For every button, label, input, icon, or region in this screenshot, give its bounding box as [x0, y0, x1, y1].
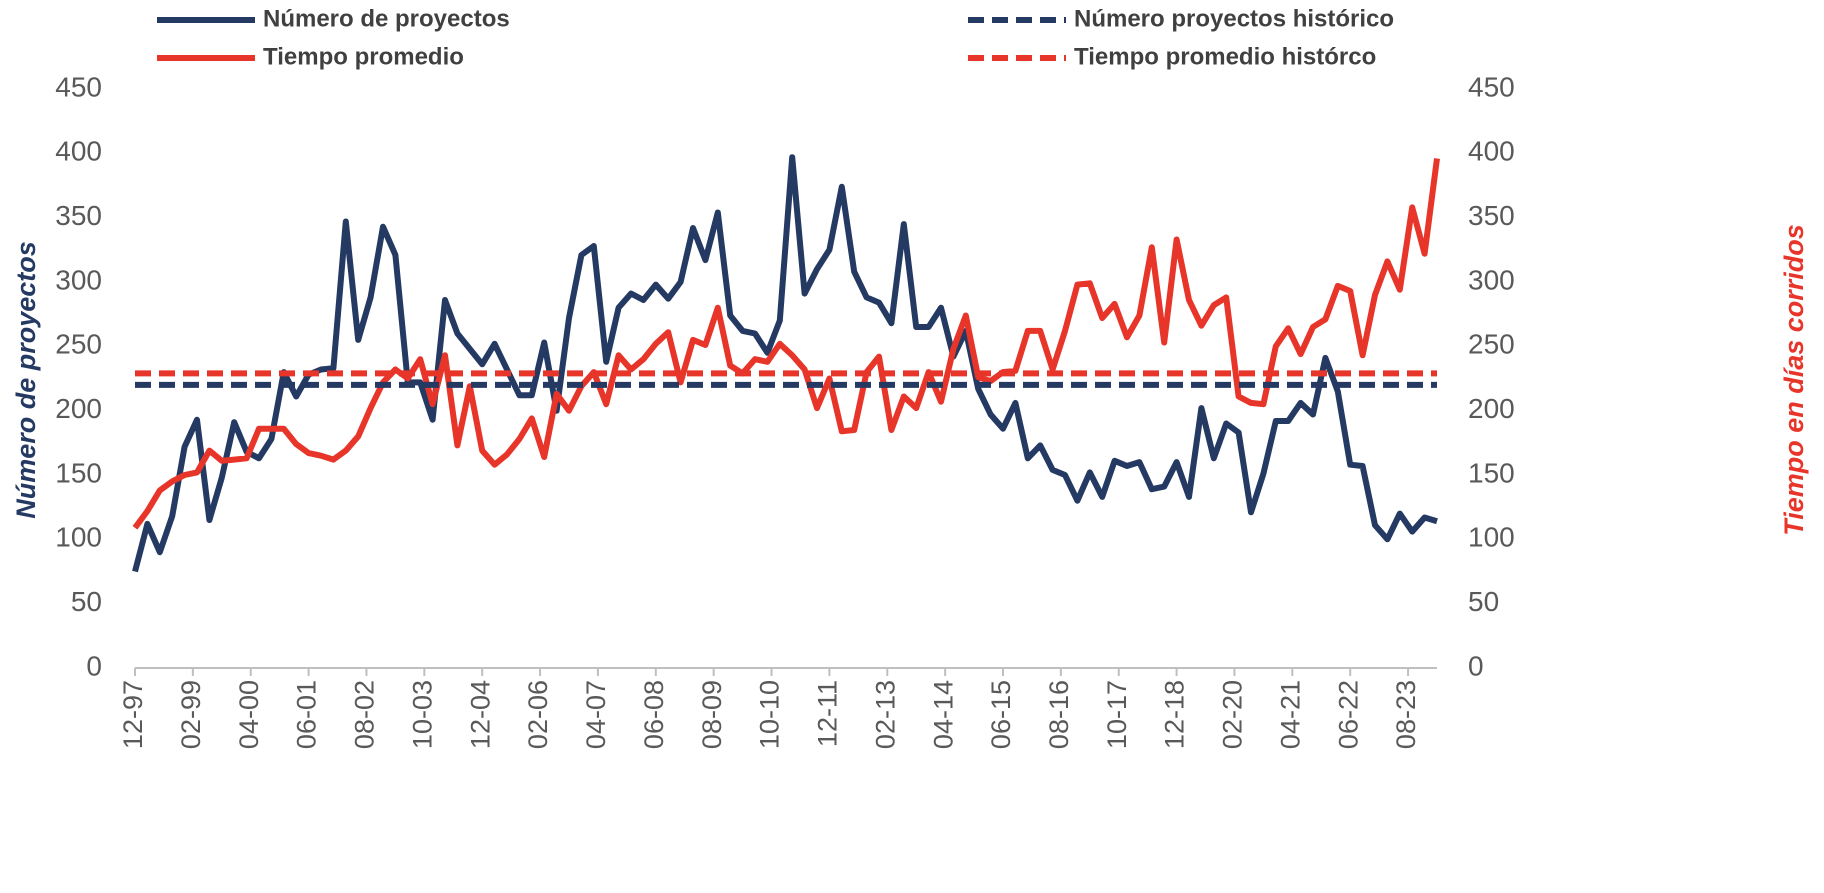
- x-tick-label: 12-11: [813, 680, 843, 747]
- y-tick-label: 100: [55, 522, 102, 553]
- y-tick-label: 0: [86, 650, 102, 681]
- legend-label: Número proyectos histórico: [1074, 5, 1394, 32]
- x-tick-label: 04-14: [928, 680, 958, 749]
- y-tick-label: 400: [55, 136, 102, 167]
- legend-label: Tiempo promedio: [263, 43, 464, 70]
- x-tick-label: 12-04: [465, 680, 495, 749]
- x-tick-label: 06-22: [1333, 680, 1363, 749]
- y2-tick-label: 200: [1468, 393, 1515, 424]
- x-tick-label: 04-07: [581, 680, 611, 749]
- y2-tick-label: 350: [1468, 200, 1515, 231]
- x-tick-label: 10-10: [755, 680, 785, 749]
- data-line: [132, 154, 1438, 573]
- x-tick-label: 02-06: [523, 680, 553, 749]
- x-tick-label: 08-23: [1391, 680, 1421, 749]
- y-tick-label: 250: [55, 329, 102, 360]
- y-axis-label: Número de proyectos: [11, 241, 41, 519]
- y2-tick-label: 50: [1468, 586, 1499, 617]
- x-tick-label: 04-00: [234, 680, 264, 749]
- x-tick-label: 06-15: [986, 680, 1016, 749]
- x-tick-label: 08-16: [1044, 680, 1074, 749]
- x-tick-label: 10-03: [407, 680, 437, 749]
- y-tick-label: 50: [71, 586, 102, 617]
- y2-tick-label: 100: [1468, 522, 1515, 553]
- x-tick-label: 02-99: [176, 680, 206, 749]
- y-tick-label: 150: [55, 457, 102, 488]
- legend-label: Número de proyectos: [263, 5, 510, 32]
- y2-tick-label: 400: [1468, 136, 1515, 167]
- y-tick-label: 350: [55, 200, 102, 231]
- y2-axis-label: Tiempo en días corridos: [1779, 224, 1809, 536]
- y2-tick-label: 450: [1468, 71, 1515, 102]
- x-tick-label: 06-08: [639, 680, 669, 749]
- x-tick-label: 04-21: [1275, 680, 1305, 749]
- x-tick-label: 08-02: [350, 680, 380, 749]
- data-line: [132, 158, 1440, 530]
- legend-label: Tiempo promedio histórco: [1074, 43, 1376, 70]
- x-tick-label: 08-09: [697, 680, 727, 749]
- x-tick-label: 02-20: [1218, 680, 1248, 749]
- y-tick-label: 200: [55, 393, 102, 424]
- x-tick-label: 06-01: [292, 680, 322, 749]
- y2-tick-label: 0: [1468, 650, 1484, 681]
- y2-tick-label: 250: [1468, 329, 1515, 360]
- y-tick-label: 300: [55, 264, 102, 295]
- x-tick-label: 02-13: [870, 680, 900, 749]
- y2-tick-label: 150: [1468, 457, 1515, 488]
- y-tick-label: 450: [55, 71, 102, 102]
- x-tick-label: 12-18: [1160, 680, 1190, 749]
- x-tick-label: 10-17: [1102, 680, 1132, 749]
- x-tick-label: 12-97: [118, 680, 148, 749]
- y2-tick-label: 300: [1468, 264, 1515, 295]
